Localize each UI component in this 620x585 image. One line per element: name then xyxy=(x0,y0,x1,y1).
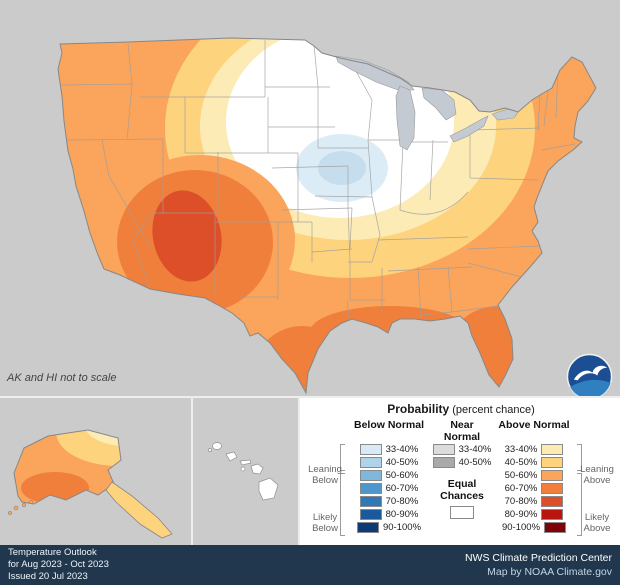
noaa-seagull-icon xyxy=(573,365,608,381)
island-kauai xyxy=(212,442,222,450)
below-swatch-6 xyxy=(356,522,379,533)
above-swatch-6 xyxy=(544,522,567,533)
footer-issued: Issued 20 Jul 2023 xyxy=(8,570,88,582)
below-swatch-2 xyxy=(359,470,382,481)
conus-map-svg xyxy=(57,37,597,394)
footer-period: for Aug 2023 - Oct 2023 xyxy=(8,559,109,571)
legend-row: 50-60% xyxy=(492,469,576,482)
hawaii-inset xyxy=(193,396,300,545)
above-normal-header: Above Normal xyxy=(498,419,570,431)
above-swatch-0 xyxy=(541,444,564,455)
legend-row: 60-70% xyxy=(346,482,432,495)
alaska-inset xyxy=(0,396,193,545)
legend-side-below: Leaning Below Likely Below xyxy=(304,417,346,534)
above-swatch-2 xyxy=(541,470,564,481)
legend-title-bold: Probability xyxy=(387,402,450,416)
state-borders-east xyxy=(313,44,576,329)
legend-side-above: Leaning Above Likely Above xyxy=(576,417,618,534)
legend-title-suffix: (percent chance) xyxy=(452,404,535,416)
legend-title: Probability (percent chance) xyxy=(304,402,618,417)
legend-row: 33-40% xyxy=(492,443,576,456)
below-swatch-4 xyxy=(359,496,382,507)
legend-panel: Probability (percent chance) Leaning Belo… xyxy=(300,396,620,545)
noaa-logo-wave xyxy=(567,379,612,399)
near-normal-header: Near Normal xyxy=(443,419,481,444)
hawaii-islands xyxy=(208,442,279,501)
island-lanai xyxy=(240,466,246,472)
equal-chances-label: Equal Chances xyxy=(440,478,484,503)
lake-ontario xyxy=(491,108,519,121)
legend-row: 80-90% xyxy=(492,508,576,521)
below-swatch-0 xyxy=(359,444,382,455)
bracket-likely-above xyxy=(577,473,582,536)
footer-credit: Map by NOAA Climate.gov xyxy=(487,566,612,578)
equal-chances-swatch xyxy=(450,506,474,520)
island-niihau xyxy=(208,448,212,452)
lake-huron xyxy=(421,87,457,121)
above-swatch-3 xyxy=(541,483,564,494)
near-swatch-0 xyxy=(432,444,455,455)
legend-row: 40-50% xyxy=(432,456,492,469)
likely-above-label: Likely Above xyxy=(583,512,611,534)
near-swatch-1 xyxy=(432,457,455,468)
footer-agency: NWS Climate Prediction Center xyxy=(464,551,612,564)
below-swatch-5 xyxy=(359,509,382,520)
legend-row: 50-60% xyxy=(346,469,432,482)
below-swatch-1 xyxy=(359,457,382,468)
leaning-below-label: Leaning Below xyxy=(308,464,342,486)
bottom-panels: Probability (percent chance) Leaning Belo… xyxy=(0,396,620,545)
map-note: AK and HI not to scale xyxy=(7,372,117,384)
aleutian-islands xyxy=(8,500,33,515)
bracket-leaning-above xyxy=(577,444,582,471)
lake-erie xyxy=(449,115,489,143)
island-maui xyxy=(250,463,264,475)
above-swatch-1 xyxy=(541,457,564,468)
footer-left: Temperature Outlook for Aug 2023 - Oct 2… xyxy=(8,547,109,583)
legend-column-near-normal: Near Normal 33-40% 40-50% Equal Chances xyxy=(432,417,492,534)
legend-row: 70-80% xyxy=(492,495,576,508)
legend-body: Leaning Below Likely Below Below Normal 33… xyxy=(304,417,618,534)
legend-column-above-normal: Above Normal 33-40% 40-50% 50-60% 60-70%… xyxy=(492,417,576,534)
above-swatch-4 xyxy=(541,496,564,507)
bracket-likely-below xyxy=(340,473,345,536)
footer-title: Temperature Outlook xyxy=(8,547,97,559)
hawaii-inset-background xyxy=(193,398,298,545)
legend-row: 90-100% xyxy=(346,521,432,534)
great-lakes xyxy=(335,55,519,151)
legend-row: 40-50% xyxy=(492,456,576,469)
island-hawaii xyxy=(258,477,279,501)
below-swatch-3 xyxy=(359,483,382,494)
above-swatch-5 xyxy=(541,509,564,520)
below-normal-header: Below Normal xyxy=(353,419,424,431)
legend-row: 90-100% xyxy=(492,521,576,534)
island-molokai xyxy=(239,459,252,466)
legend-column-below-normal: Below Normal 33-40% 40-50% 50-60% 60-70%… xyxy=(346,417,432,534)
footer: Temperature Outlook for Aug 2023 - Oct 2… xyxy=(0,545,620,585)
alaska-panhandle xyxy=(105,481,173,539)
footer-right: NWS Climate Prediction Center Map by NOA… xyxy=(465,551,612,579)
state-borders-west xyxy=(61,40,353,300)
island-oahu xyxy=(225,451,238,462)
noaa-logo xyxy=(566,353,613,400)
legend-row: 40-50% xyxy=(346,456,432,469)
leaning-above-label: Leaning Above xyxy=(580,464,614,486)
below-normal-blob-inner xyxy=(318,151,366,185)
legend-row: 80-90% xyxy=(346,508,432,521)
legend-row: 70-80% xyxy=(346,495,432,508)
legend-row: 33-40% xyxy=(346,443,432,456)
lake-michigan xyxy=(395,85,416,151)
legend-row: 60-70% xyxy=(492,482,576,495)
legend-row: 33-40% xyxy=(432,443,492,456)
bracket-leaning-below xyxy=(340,444,345,471)
likely-below-label: Likely Below xyxy=(312,512,338,534)
